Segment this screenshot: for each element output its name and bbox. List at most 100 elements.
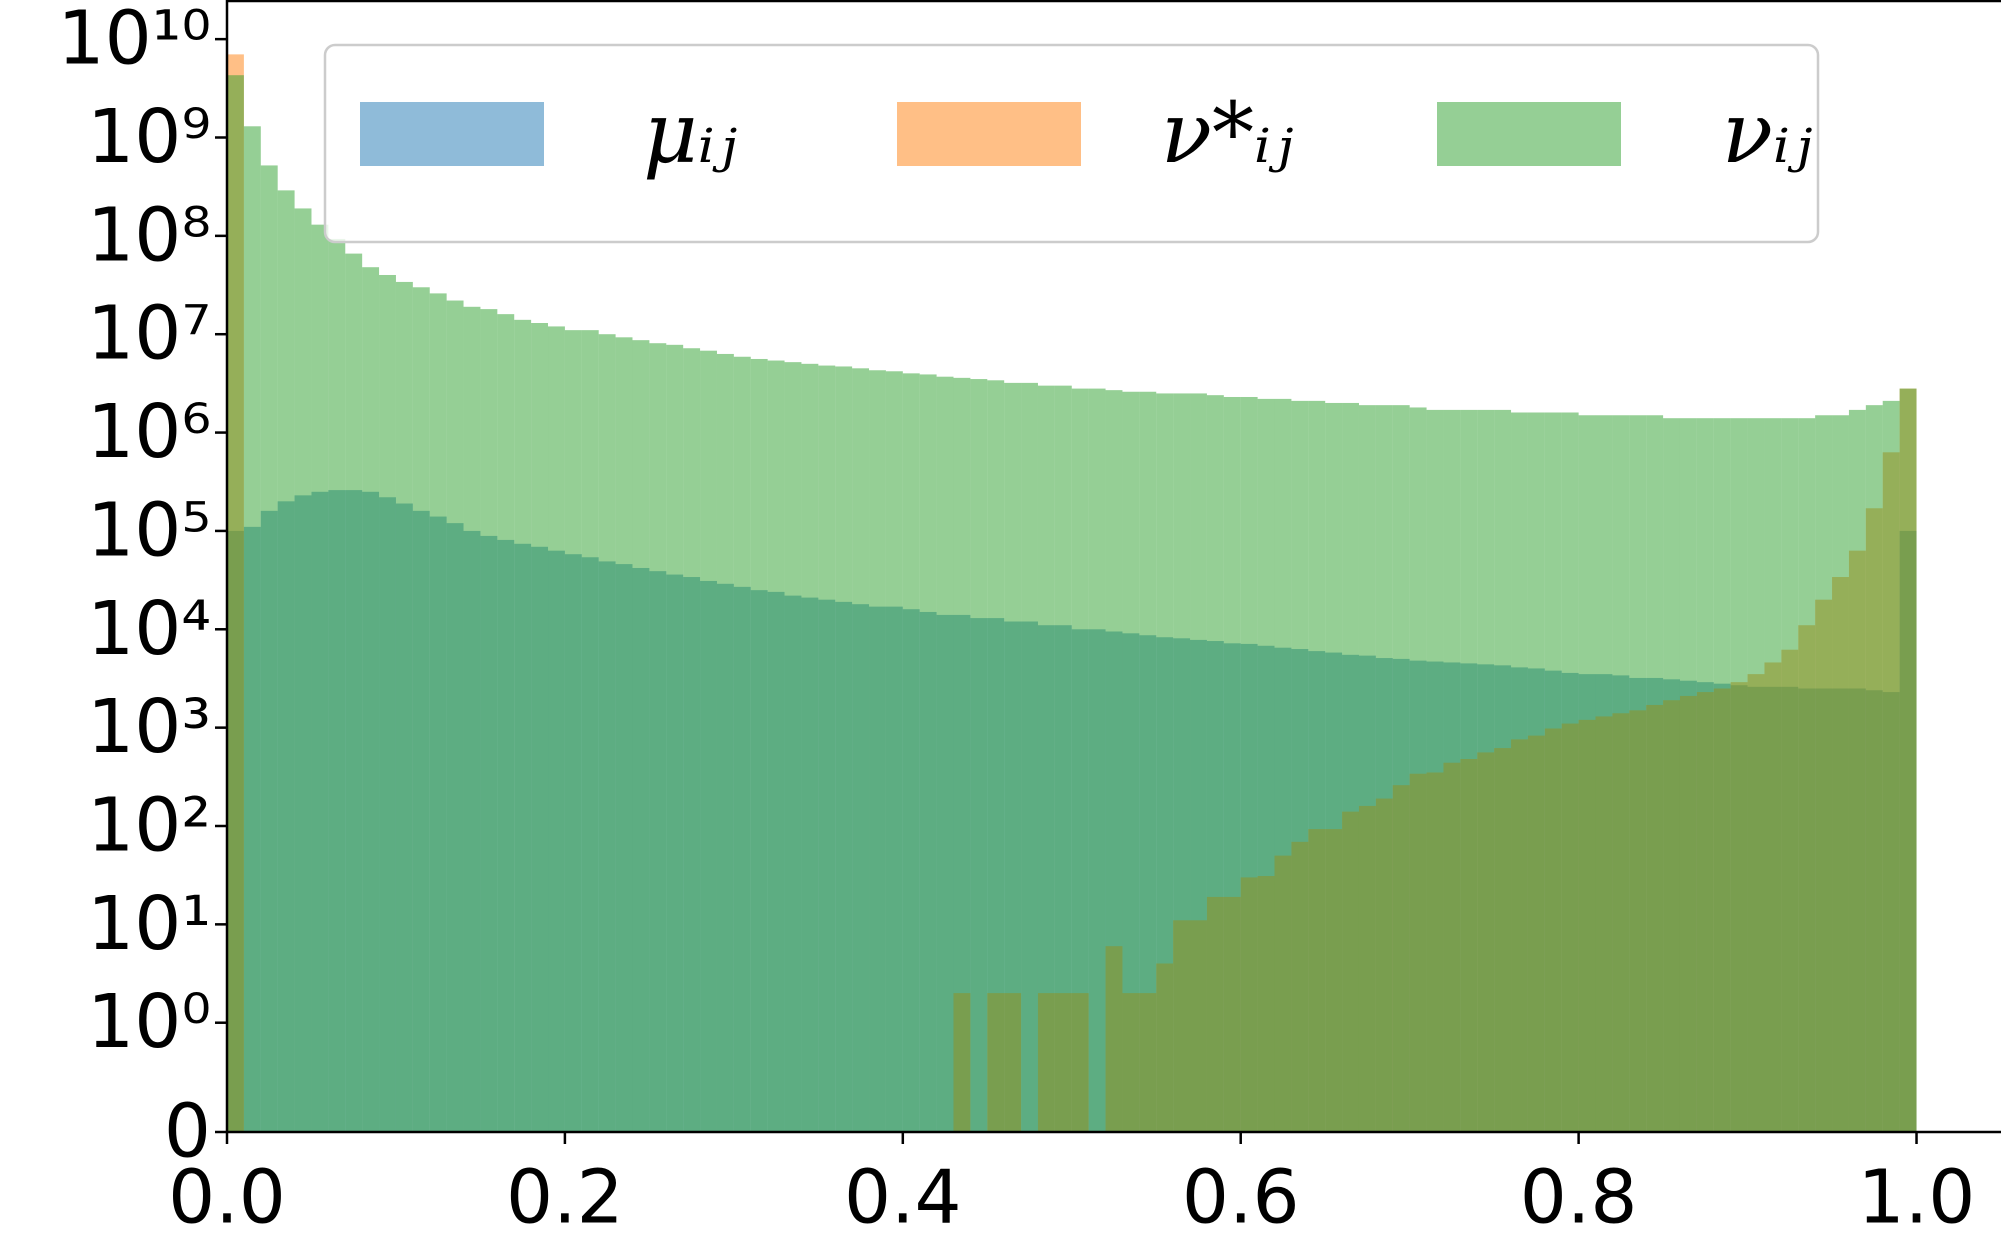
histogram-bar <box>1426 409 1444 1133</box>
y-tick-label: 10⁰ <box>87 979 211 1065</box>
histogram-bar <box>885 371 903 1132</box>
histogram-bar <box>1375 405 1393 1132</box>
histogram-bar <box>632 340 650 1133</box>
histogram-bar <box>1037 385 1055 1132</box>
legend-swatch <box>360 102 544 166</box>
y-tick-label: 10⁵ <box>87 487 211 573</box>
histogram-bar <box>1899 388 1917 1133</box>
histogram-bar <box>970 379 988 1132</box>
histogram-bar <box>953 377 971 1132</box>
y-tick-label: 10⁷ <box>87 291 211 377</box>
legend-swatch <box>897 102 1081 166</box>
histogram-bar <box>1578 415 1596 1132</box>
histogram-bar <box>1663 418 1680 1133</box>
histogram-bar <box>852 368 870 1132</box>
histogram-bar <box>1139 391 1157 1132</box>
y-tick-label: 10² <box>87 782 211 868</box>
histogram-bar <box>1342 402 1359 1132</box>
y-tick-label: 10¹ <box>87 881 211 967</box>
histogram-bar <box>1544 412 1562 1132</box>
histogram-bar <box>277 190 295 1132</box>
histogram-bar <box>1392 405 1410 1132</box>
histogram-bar <box>750 358 768 1133</box>
x-tick-label: 0.2 <box>506 1155 624 1241</box>
histogram-bar <box>1004 382 1022 1132</box>
histogram-bar <box>1764 418 1782 1133</box>
histogram-bar <box>1460 409 1478 1133</box>
histogram-bar <box>1781 418 1799 1133</box>
histogram-bar <box>260 165 278 1133</box>
histogram-bar <box>1561 412 1579 1132</box>
histogram-bar <box>1679 418 1697 1133</box>
histogram-bar <box>835 366 853 1132</box>
histogram-bar <box>1832 415 1849 1132</box>
y-tick-label: 10⁸ <box>87 192 211 278</box>
y-tick-label: 0 <box>164 1089 211 1175</box>
histogram-bar <box>1325 402 1343 1132</box>
histogram-bar <box>1612 415 1630 1132</box>
histogram-bar <box>784 362 802 1132</box>
histogram-bar <box>531 323 549 1133</box>
y-tick-label: 10¹⁰ <box>58 0 212 82</box>
histogram-bar <box>1527 412 1545 1132</box>
histogram-bar <box>615 337 633 1132</box>
histogram-bar <box>1696 418 1714 1133</box>
histogram-bar <box>1021 382 1038 1132</box>
histogram-bar <box>1054 385 1072 1132</box>
histogram-bar <box>548 326 565 1132</box>
histogram-bar <box>733 356 751 1132</box>
histogram-bar <box>1358 405 1376 1132</box>
y-tick-label: 10³ <box>87 684 211 770</box>
histogram-bar <box>683 348 701 1132</box>
histogram-bar <box>936 376 954 1132</box>
histogram-bar <box>649 343 667 1132</box>
histogram-bar <box>1088 388 1106 1133</box>
legend-label: ν*ᵢⱼ <box>1161 84 1293 182</box>
histogram-bar <box>345 253 363 1133</box>
histogram-bar <box>1494 409 1512 1133</box>
histogram-bar <box>1274 398 1292 1132</box>
histogram-bar <box>1291 400 1309 1132</box>
histogram-bar <box>902 373 920 1132</box>
legend: μᵢⱼ ν*ᵢⱼ νᵢⱼ <box>323 43 1820 244</box>
histogram-bar <box>1173 393 1191 1133</box>
histogram-bar <box>446 300 464 1132</box>
x-tick-label: 0.0 <box>168 1155 286 1241</box>
histogram-bar <box>1848 409 1866 1133</box>
histogram-bar <box>700 350 717 1133</box>
histogram-bar <box>1223 396 1241 1132</box>
histogram-bar <box>243 126 261 1133</box>
histogram-bar <box>716 353 734 1132</box>
histogram-bar <box>227 75 244 1133</box>
histogram-bar <box>395 281 413 1132</box>
histogram-bar <box>1257 398 1275 1132</box>
histogram-bar <box>598 334 616 1133</box>
histogram-bar <box>919 374 937 1132</box>
histogram-bar <box>1122 391 1140 1132</box>
histogram-bar <box>1156 393 1174 1133</box>
x-tick-label: 1.0 <box>1858 1155 1976 1241</box>
histogram-bar <box>412 287 430 1132</box>
histogram-bar <box>1190 393 1207 1133</box>
histogram-bar <box>1071 388 1089 1133</box>
histogram-bar <box>564 330 582 1132</box>
legend-label: νᵢⱼ <box>1722 84 1812 182</box>
histogram-bar <box>1595 415 1613 1132</box>
y-tick-label: 10⁴ <box>87 586 211 672</box>
y-tick-label: 10⁶ <box>87 389 211 475</box>
x-tick-label: 0.8 <box>1520 1155 1638 1241</box>
histogram-bar <box>801 363 819 1133</box>
x-tick-label: 0.6 <box>1182 1155 1300 1241</box>
histogram-bar <box>987 380 1005 1133</box>
histogram-bar <box>1815 415 1833 1132</box>
histogram-bar <box>581 330 599 1132</box>
histogram-bar <box>1206 395 1224 1133</box>
histogram-bar <box>379 274 396 1133</box>
histogram-bar <box>1865 405 1883 1132</box>
histogram-bar <box>1409 407 1427 1132</box>
histogram-bar <box>1747 418 1765 1133</box>
histogram-bar <box>767 360 785 1133</box>
histogram-bar <box>1798 418 1816 1133</box>
